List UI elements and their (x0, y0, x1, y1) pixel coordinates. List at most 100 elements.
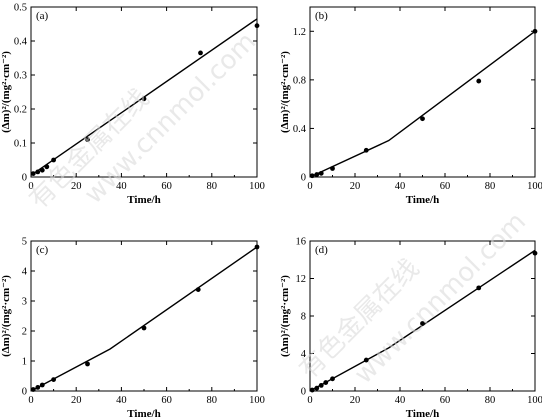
data-point-d (476, 285, 482, 291)
panel-d: 0 20 40 60 80 100 0 4 8 12 16 Time/h (Δm)²/(mg²·cm⁻²… (279, 237, 542, 417)
x-tick-label-a: 100 (249, 181, 265, 192)
x-tick-label-b: 80 (485, 181, 496, 192)
data-point-c (51, 377, 56, 382)
x-tick-label-c: 40 (116, 395, 127, 406)
y-tick-label-a: 0 (22, 173, 27, 184)
y-tick-label-c: 0 (22, 387, 27, 398)
x-tick-label-c: 0 (28, 395, 33, 406)
panel-label-b: (b) (315, 10, 328, 22)
data-point-b (363, 147, 369, 153)
data-point-b (330, 166, 335, 171)
y-tick-label-c: 1 (22, 357, 27, 368)
y-tick-label-b: 0.4 (293, 124, 307, 135)
y-tick-label-d: 16 (296, 237, 307, 248)
x-axis-title-b: Time/h (406, 194, 439, 206)
data-point-a (254, 23, 260, 29)
x-tick-label-a: 0 (28, 181, 33, 192)
data-point-d (330, 376, 335, 382)
panel-label-d: (d) (315, 244, 328, 256)
data-point-b (309, 173, 315, 179)
x-tick-label-b: 20 (350, 181, 361, 192)
data-point-d (318, 382, 324, 388)
panel-a: 0 20 40 60 80 100 0 0.1 0.2 0.3 0.4 0.5 Time/h (Δm)²/… (0, 3, 265, 207)
x-tick-label-b: 60 (440, 181, 451, 192)
data-point-d (314, 385, 320, 391)
fit-line-c (30, 246, 258, 392)
y-tick-label-c: 2 (22, 327, 27, 338)
x-tick-label-b: 0 (307, 181, 312, 192)
x-tick-label-a: 20 (71, 181, 82, 192)
x-tick-label-c: 80 (207, 395, 218, 406)
y-tick-label-a: 0.1 (14, 139, 27, 150)
y-tick-label-d: 0 (301, 387, 306, 398)
data-point-c (85, 361, 90, 367)
data-point-b (318, 170, 324, 176)
x-tick-label-a: 60 (161, 181, 172, 192)
data-point-d (363, 357, 369, 363)
y-tick-label-a: 0.5 (14, 3, 27, 14)
data-point-b (420, 116, 425, 122)
data-point-c (141, 325, 147, 331)
panel-c: 0 20 40 60 80 100 0 1 2 3 4 5 Time/h (Δm)²/(mg²·cm⁻²)… (0, 237, 265, 417)
data-point-c (30, 387, 36, 392)
data-point-b (314, 172, 320, 177)
data-point-a (30, 171, 36, 177)
x-tick-label-c: 60 (161, 395, 172, 406)
data-point-b (532, 28, 538, 34)
data-point-d (309, 387, 315, 393)
x-axis-title-c: Time/h (127, 408, 160, 417)
y-tick-label-b: 0 (301, 173, 306, 184)
panel-b: 0 20 40 60 80 100 0 0.4 0.8 1.2 Time/h (Δm)²/(mg²·c… (279, 6, 542, 206)
data-point-a (51, 157, 56, 163)
y-tick-label-d: 8 (301, 312, 306, 323)
x-tick-label-c: 100 (249, 395, 265, 406)
x-tick-label-d: 20 (350, 395, 361, 406)
x-tick-label-a: 40 (116, 181, 127, 192)
y-tick-label-b: 1.2 (293, 27, 306, 38)
x-axis-title-a: Time/h (127, 194, 160, 206)
y-tick-label-b: 0.8 (293, 75, 306, 86)
data-point-a (39, 167, 45, 173)
y-tick-label-a: 0.3 (14, 71, 27, 82)
data-point-c (39, 382, 45, 388)
y-tick-label-d: 4 (301, 349, 307, 360)
y-axis-title-d: (Δm)²/(mg²·cm⁻²) (279, 275, 291, 357)
data-point-c (35, 385, 41, 390)
x-tick-label-d: 0 (307, 395, 312, 406)
x-tick-label-b: 40 (395, 181, 406, 192)
x-tick-label-d: 100 (527, 395, 542, 406)
data-point-d (420, 321, 425, 326)
data-point-d (532, 250, 538, 256)
panel-label-c: (c) (36, 244, 49, 256)
y-tick-label-d: 12 (296, 274, 307, 285)
data-point-a (85, 137, 90, 143)
y-tick-label-a: 0.2 (14, 105, 27, 116)
y-tick-label-a: 0.4 (14, 37, 28, 48)
y-axis-title-a: (Δm)²/(mg²·cm⁻²) (0, 51, 12, 133)
x-tick-label-a: 80 (207, 181, 218, 192)
data-point-c (195, 287, 201, 292)
y-axis-title-c: (Δm)²/(mg²·cm⁻²) (0, 275, 12, 357)
data-point-a (141, 96, 147, 102)
plot-frame-b (309, 6, 536, 178)
data-point-a (35, 169, 41, 175)
x-tick-label-d: 40 (395, 395, 406, 406)
x-tick-label-d: 60 (440, 395, 451, 406)
x-tick-label-b: 100 (527, 181, 542, 192)
watermark: 有色金属在线 www.cnnmol.com 有色金属在线 www.cnnmol.… (24, 27, 532, 390)
x-tick-label-c: 20 (71, 395, 82, 406)
data-point-c (254, 244, 260, 250)
y-tick-label-c: 4 (22, 267, 28, 278)
plot-frame-c (30, 240, 258, 392)
y-tick-label-c: 3 (22, 297, 27, 308)
data-point-b (476, 78, 482, 84)
fit-line-b (309, 30, 536, 178)
fit-line-d (309, 249, 536, 392)
y-tick-label-c: 5 (22, 237, 27, 248)
x-axis-title-d: Time/h (406, 408, 439, 417)
x-tick-label-d: 80 (485, 395, 496, 406)
data-point-a (44, 164, 50, 170)
panel-label-a: (a) (36, 10, 49, 22)
data-point-a (198, 50, 203, 56)
